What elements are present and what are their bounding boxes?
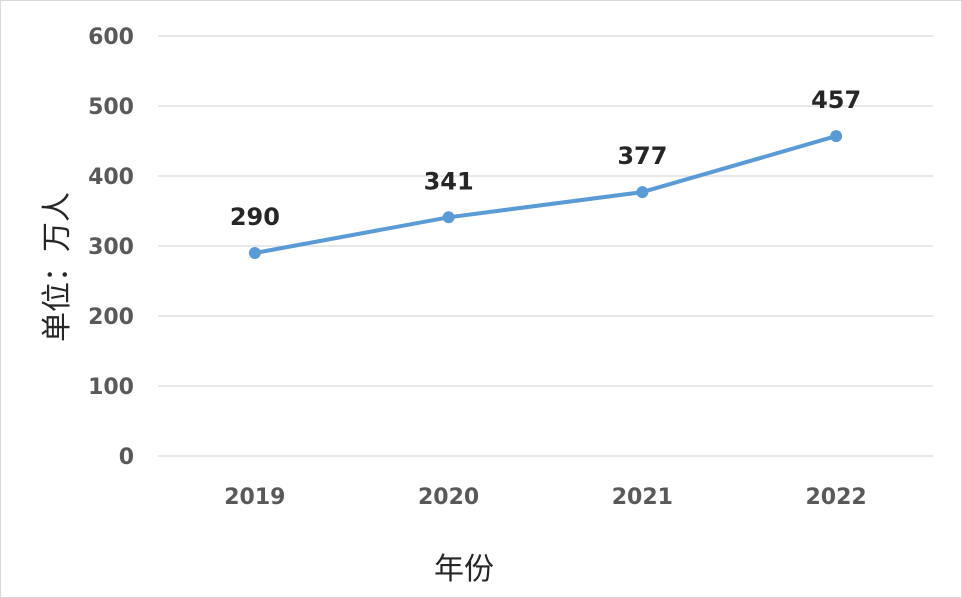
y-tick-label: 400: [88, 165, 134, 190]
y-axis-title: 单位：万人: [40, 192, 75, 342]
x-tick-label: 2019: [224, 485, 285, 510]
y-tick-label: 500: [88, 95, 134, 120]
data-label: 290: [230, 203, 280, 231]
x-axis-title: 年份: [434, 552, 494, 587]
x-axis-ticks: 2019 2020 2021 2022: [224, 485, 866, 510]
data-point: [636, 186, 649, 199]
data-point: [442, 211, 455, 224]
x-tick-label: 2022: [806, 485, 867, 510]
x-tick-label: 2021: [612, 485, 673, 510]
y-tick-label: 300: [88, 235, 134, 260]
data-labels: 290 341 377 457: [230, 86, 861, 231]
data-label: 377: [617, 142, 667, 170]
data-label: 457: [811, 86, 861, 114]
data-label: 341: [424, 167, 474, 195]
data-point: [830, 130, 843, 143]
x-tick-label: 2020: [418, 485, 479, 510]
y-axis-ticks: 0 100 200 300 400 500 600: [88, 25, 134, 470]
y-tick-label: 200: [88, 305, 134, 330]
y-tick-label: 600: [88, 25, 134, 50]
data-point: [248, 247, 261, 259]
series-group: [248, 130, 843, 259]
y-tick-label: 0: [119, 445, 134, 470]
y-tick-label: 100: [88, 375, 134, 400]
series-line: [252, 134, 839, 255]
